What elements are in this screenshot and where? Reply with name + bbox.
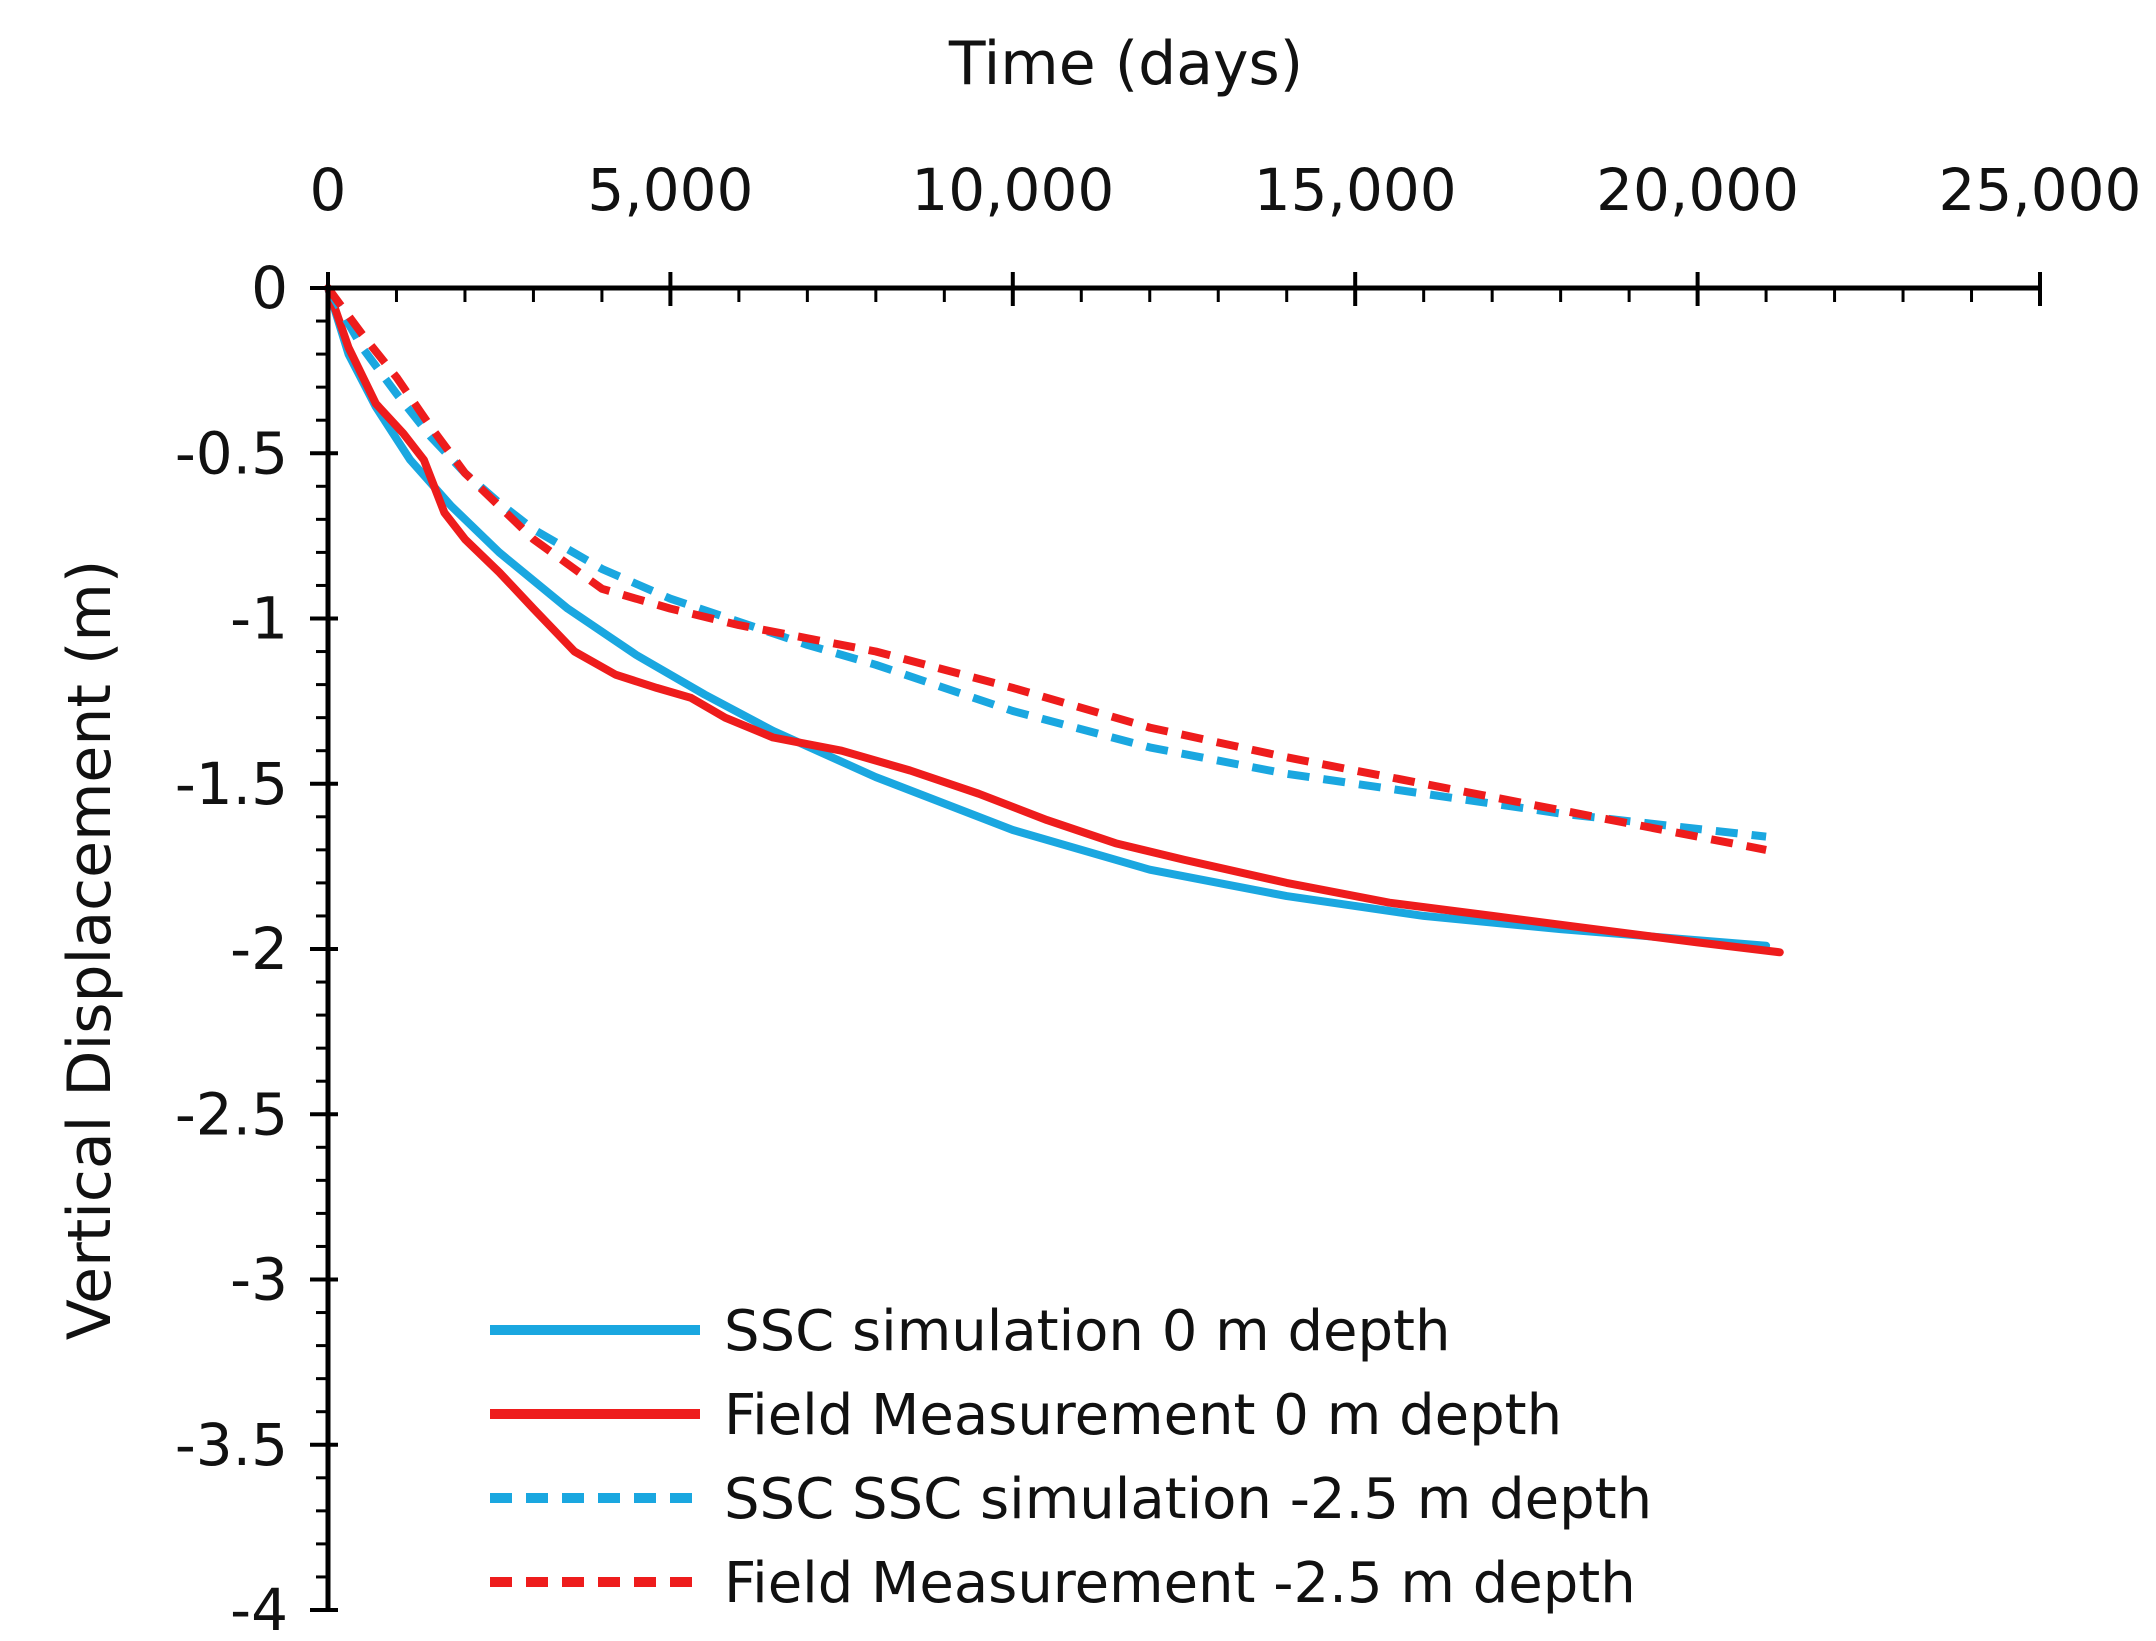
- series-line-2: [324, 284, 1784, 957]
- series-line-1: [324, 284, 1771, 950]
- x-tick-label: 15,000: [1254, 156, 1457, 224]
- series-line-3: [324, 286, 1767, 841]
- y-tick-label: -0.5: [175, 419, 288, 487]
- y-tick-label: -2.5: [175, 1080, 288, 1148]
- axes: [310, 272, 2042, 1612]
- y-tick-label: 0: [251, 254, 288, 322]
- legend-label: SSC simulation 0 m depth: [724, 1299, 1451, 1364]
- legend: SSC simulation 0 m depth Field Measuremen…: [490, 1299, 1652, 1616]
- tick-labels: 0 5,000 10,000 15,000 20,000 25,000 0 -0.5 -1 -1.…: [175, 156, 2142, 1641]
- y-tick-label: -3.5: [175, 1411, 288, 1479]
- y-tick-label: -2: [230, 915, 288, 983]
- x-tick-label: 10,000: [911, 156, 1114, 224]
- x-tick-label: 0: [310, 156, 347, 224]
- y-tick-label: -1.5: [175, 750, 288, 818]
- x-axis-title: Time (days): [948, 29, 1303, 99]
- legend-label: Field Measurement -2.5 m depth: [724, 1551, 1636, 1616]
- x-tick-label: 5,000: [587, 156, 753, 224]
- series-line-4: [324, 285, 1767, 854]
- legend-label: Field Measurement 0 m depth: [724, 1383, 1562, 1448]
- y-tick-label: -1: [230, 585, 288, 653]
- y-tick-label: -3: [230, 1246, 288, 1314]
- y-axis-title: Vertical Displacement (m): [55, 560, 125, 1340]
- plot-lines: [324, 284, 1784, 957]
- legend-label: SSC SSC simulation -2.5 m depth: [724, 1467, 1652, 1532]
- x-tick-label: 20,000: [1596, 156, 1799, 224]
- y-tick-label: -4: [230, 1576, 288, 1641]
- x-tick-label: 25,000: [1939, 156, 2142, 224]
